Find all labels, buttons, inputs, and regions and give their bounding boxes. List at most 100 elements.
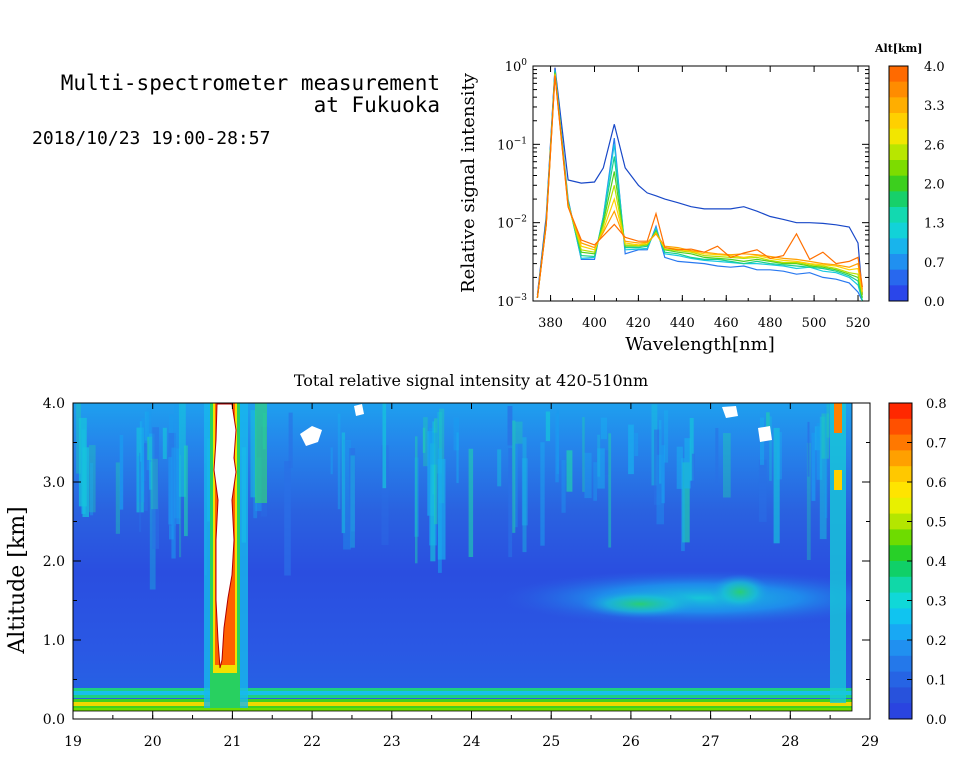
signal-heatmap: Total relative signal intensity at 420-5… <box>5 371 879 750</box>
altitude-colorbar-swatch <box>889 207 908 224</box>
chart-title-line-2: at Fukuoka <box>313 93 440 117</box>
heatmap-ground-band-1b <box>73 691 852 695</box>
heatmap-streak <box>682 462 690 543</box>
chart-title-line-1: Multi-spectrometer measurement <box>60 71 440 95</box>
heatmap-streak <box>178 403 186 497</box>
heatmap-x-tick-label: 29 <box>861 734 879 750</box>
altitude-colorbar-swatch <box>889 238 908 255</box>
intensity-colorbar-swatch <box>889 482 912 499</box>
heatmap-streak <box>90 462 94 516</box>
heatmap-y-tick-label: 2.0 <box>43 554 65 570</box>
spectrum-series-line <box>536 72 863 298</box>
spectrum-series-line <box>536 69 863 301</box>
heatmap-streak <box>656 454 664 525</box>
heatmap-streak <box>811 432 816 501</box>
altitude-colorbar-swatch <box>889 128 908 145</box>
spectrum-x-axis: 380 400 420 440 460 480 500 520 <box>538 66 870 331</box>
heatmap-streak <box>659 420 662 484</box>
heatmap-streak <box>715 428 719 486</box>
spectrum-y-axis: 10−3 10−2 10−1 100 <box>497 58 869 310</box>
spectrum-series-line <box>536 74 863 298</box>
heatmap-x-tick-label: 22 <box>303 734 321 750</box>
heatmap-streak <box>439 408 445 504</box>
altitude-colorbar-label: 0.0 <box>924 295 945 310</box>
heatmap-streak <box>119 435 124 510</box>
altitude-colorbar-label: 0.7 <box>924 256 945 271</box>
heatmap-streak <box>137 456 145 503</box>
spectrum-x-axis-label: Wavelength[nm] <box>625 334 775 355</box>
altitude-colorbar-swatch <box>889 113 908 130</box>
heatmap-streak <box>184 445 188 537</box>
altitude-colorbar-title: Alt[km] <box>874 42 922 55</box>
heatmap-streak <box>723 433 731 498</box>
intensity-colorbar-swatch <box>889 450 912 467</box>
intensity-colorbar-swatch <box>889 640 912 657</box>
heatmap-streak <box>515 421 523 444</box>
altitude-colorbar: Alt[km] 4.0 3.3 2.6 2.0 1.3 0.7 0.0 <box>874 42 945 310</box>
heatmap-streak <box>807 421 810 477</box>
heatmap-streak <box>168 457 173 525</box>
heatmap-white-patch-3 <box>722 406 738 418</box>
heatmap-streak <box>691 453 695 487</box>
heatmap-upper-streaks <box>76 403 830 590</box>
heatmap-ground-band-4 <box>73 708 852 711</box>
heatmap-streak <box>566 450 573 492</box>
intensity-colorbar-swatch <box>889 671 912 688</box>
heatmap-streak <box>654 429 661 505</box>
intensity-colorbar-swatch <box>889 545 912 562</box>
heatmap-streak <box>681 458 685 552</box>
heatmap-streak <box>284 461 291 576</box>
heatmap-streak <box>139 421 143 462</box>
heatmap-streak <box>430 443 436 562</box>
heatmap-streak <box>152 427 159 549</box>
heatmap-streak <box>337 413 341 510</box>
heatmap-x-tick-label: 25 <box>542 734 560 750</box>
intensity-colorbar-swatch <box>889 513 912 530</box>
heatmap-streak <box>76 403 81 474</box>
heatmap-streak <box>689 418 694 481</box>
measurement-datetime: 2018/10/23 19:00-28:57 <box>32 128 271 149</box>
heatmap-streak <box>437 411 442 474</box>
spectrum-x-tick-label: 500 <box>802 316 827 331</box>
intensity-colorbar-labels: 0.8 0.7 0.6 0.5 0.4 0.3 0.2 0.1 0.0 <box>907 397 947 728</box>
altitude-colorbar-labels: 4.0 3.3 2.6 2.0 1.3 0.7 0.0 <box>924 60 945 310</box>
intensity-colorbar-swatches <box>889 403 912 720</box>
heatmap-streak <box>350 455 355 548</box>
heatmap-streak <box>584 452 592 499</box>
heatmap-title: Total relative signal intensity at 420-5… <box>294 371 648 390</box>
spectrum-x-tick-label: 380 <box>538 316 563 331</box>
heatmap-streak <box>769 416 772 481</box>
altitude-colorbar-swatch <box>889 285 908 302</box>
heatmap-x-tick-label: 27 <box>702 734 720 750</box>
heatmap-streak <box>381 445 389 546</box>
heatmap-streak <box>514 442 518 528</box>
heatmap-streak <box>540 442 545 546</box>
heatmap-streak <box>468 448 474 557</box>
heatmap-streak <box>628 424 634 475</box>
spectrum-series-line <box>536 71 863 301</box>
heatmap-streak <box>608 433 612 548</box>
heatmap-streak <box>343 439 351 550</box>
heatmap-x-tick-label: 20 <box>144 734 162 750</box>
heatmap-streak <box>144 443 148 511</box>
altitude-colorbar-swatches <box>889 66 908 302</box>
intensity-colorbar-swatch <box>889 497 912 515</box>
intensity-colorbar-swatch <box>889 418 912 436</box>
spectrum-x-tick-label: 400 <box>582 316 607 331</box>
intensity-colorbar-label: 0.2 <box>926 634 947 649</box>
heatmap-streak <box>555 413 559 483</box>
heatmap-streak <box>438 448 442 573</box>
altitude-colorbar-label: 2.0 <box>924 178 945 193</box>
heatmap-streak <box>522 437 527 553</box>
heatmap-aerosol-core-1 <box>580 590 700 618</box>
heatmap-x-axis: 19 20 21 22 23 24 25 26 27 28 29 <box>64 403 879 750</box>
heatmap-streak <box>430 432 438 465</box>
spectrum-y-tick-label: 100 <box>505 58 528 75</box>
heatmap-white-patch-1 <box>300 426 322 446</box>
spectrum-series-line <box>536 75 863 298</box>
intensity-colorbar: 0.8 0.7 0.6 0.5 0.4 0.3 0.2 0.1 0.0 <box>888 397 947 728</box>
intensity-colorbar-label: 0.6 <box>926 476 947 491</box>
altitude-colorbar-swatch <box>889 222 908 239</box>
heatmap-white-patch-2 <box>354 404 364 416</box>
heatmap-y-tick-label: 0.0 <box>43 712 65 728</box>
